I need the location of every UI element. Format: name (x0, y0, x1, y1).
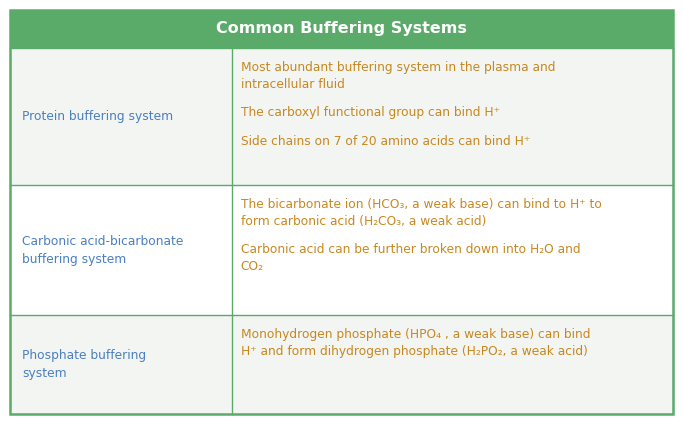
Text: Common Buffering Systems: Common Buffering Systems (216, 22, 467, 36)
Text: Phosphate buffering
system: Phosphate buffering system (22, 349, 146, 380)
Bar (10, 48, 673, 185)
Text: The bicarbonate ion (HCO₃, a weak base) can bind to H⁺ to
form carbonic acid (H₂: The bicarbonate ion (HCO₃, a weak base) … (240, 198, 601, 228)
Text: Monohydrogen phosphate (HPO₄ , a weak base) can bind
H⁺ and form dihydrogen phos: Monohydrogen phosphate (HPO₄ , a weak ba… (240, 328, 590, 358)
Text: Most abundant buffering system in the plasma and
intracellular fluid: Most abundant buffering system in the pl… (240, 61, 555, 90)
Bar (10, 185, 673, 315)
Text: Protein buffering system: Protein buffering system (22, 110, 173, 123)
Bar (10, 10, 673, 48)
Text: The carboxyl functional group can bind H⁺: The carboxyl functional group can bind H… (240, 106, 499, 119)
Bar (10, 315, 673, 414)
Text: Carbonic acid-bicarbonate
buffering system: Carbonic acid-bicarbonate buffering syst… (22, 235, 183, 266)
Text: Carbonic acid can be further broken down into H₂O and
CO₂: Carbonic acid can be further broken down… (240, 243, 580, 273)
Text: Side chains on 7 of 20 amino acids can bind H⁺: Side chains on 7 of 20 amino acids can b… (240, 135, 530, 148)
